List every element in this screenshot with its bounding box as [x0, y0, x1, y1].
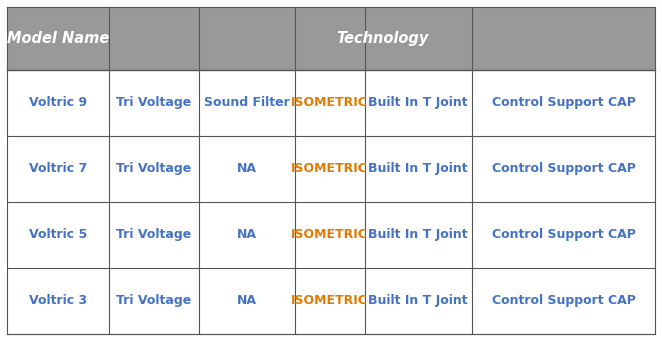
- Bar: [295, 70, 365, 136]
- Text: Voltric 3: Voltric 3: [29, 294, 87, 307]
- Bar: [109, 268, 199, 334]
- Bar: [295, 202, 365, 268]
- Text: Tri Voltage: Tri Voltage: [117, 162, 191, 175]
- Text: Control Support CAP: Control Support CAP: [492, 96, 636, 109]
- Text: Built In T Joint: Built In T Joint: [369, 228, 468, 241]
- Bar: [109, 136, 199, 202]
- Bar: [7, 136, 109, 202]
- Text: ISOMETRIC: ISOMETRIC: [291, 228, 368, 241]
- Text: ISOMETRIC: ISOMETRIC: [291, 162, 368, 175]
- Text: ISOMETRIC: ISOMETRIC: [291, 294, 368, 307]
- Text: Voltric 5: Voltric 5: [28, 228, 87, 241]
- Bar: [199, 70, 295, 136]
- Bar: [7, 268, 109, 334]
- Text: NA: NA: [236, 162, 257, 175]
- Text: ISOMETRIC: ISOMETRIC: [291, 96, 368, 109]
- Bar: [7, 202, 109, 268]
- Bar: [472, 202, 655, 268]
- Bar: [365, 268, 472, 334]
- Bar: [7, 7, 109, 70]
- Text: Voltric 7: Voltric 7: [28, 162, 87, 175]
- Text: Technology: Technology: [336, 31, 428, 46]
- Text: Built In T Joint: Built In T Joint: [369, 96, 468, 109]
- Bar: [365, 202, 472, 268]
- Bar: [295, 268, 365, 334]
- Text: Built In T Joint: Built In T Joint: [369, 162, 468, 175]
- Bar: [472, 70, 655, 136]
- Bar: [7, 70, 109, 136]
- Text: Control Support CAP: Control Support CAP: [492, 294, 636, 307]
- Text: Built In T Joint: Built In T Joint: [369, 294, 468, 307]
- Bar: [109, 70, 199, 136]
- Bar: [365, 70, 472, 136]
- Bar: [365, 136, 472, 202]
- Bar: [109, 7, 655, 70]
- Text: NA: NA: [236, 228, 257, 241]
- Text: Voltric 9: Voltric 9: [29, 96, 87, 109]
- Text: Model Name: Model Name: [7, 31, 109, 46]
- Text: Tri Voltage: Tri Voltage: [117, 96, 191, 109]
- Bar: [295, 136, 365, 202]
- Bar: [199, 136, 295, 202]
- Bar: [472, 136, 655, 202]
- Text: Control Support CAP: Control Support CAP: [492, 228, 636, 241]
- Bar: [109, 202, 199, 268]
- Text: NA: NA: [236, 294, 257, 307]
- Bar: [472, 268, 655, 334]
- Bar: [199, 268, 295, 334]
- Text: Tri Voltage: Tri Voltage: [117, 228, 191, 241]
- Text: Control Support CAP: Control Support CAP: [492, 162, 636, 175]
- Text: Tri Voltage: Tri Voltage: [117, 294, 191, 307]
- Bar: [199, 202, 295, 268]
- Text: Sound Filter: Sound Filter: [204, 96, 289, 109]
